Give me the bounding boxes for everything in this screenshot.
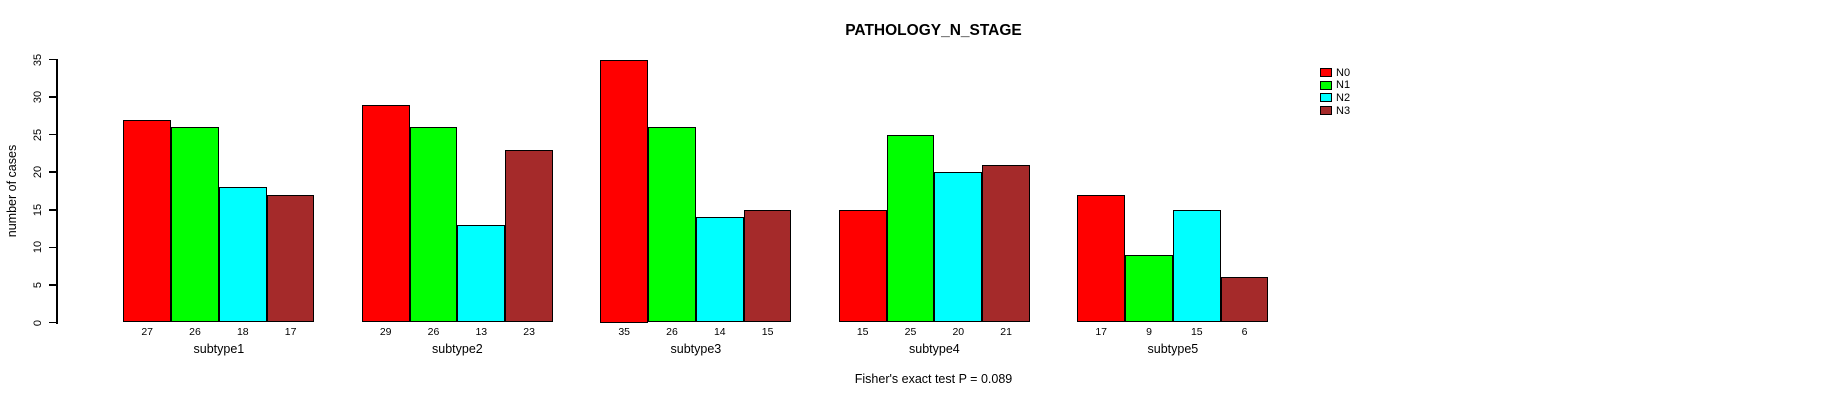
x-axis-label-subtype2: subtype2 [432,341,483,356]
x-axis-label-subtype3: subtype3 [670,341,722,356]
y-tick-mark-25 [49,133,57,136]
bar-value-n1-subtype4: 25 [904,325,917,338]
bar-n0-subtype4 [838,209,887,323]
bar-n0-subtype2 [361,104,410,323]
bar-value-n0-subtype1: 27 [141,325,154,338]
chart-title: PATHOLOGY_N_STAGE [845,22,1022,39]
legend-swatch-n0 [1320,68,1332,78]
legend-label-n3: N3 [1336,104,1351,117]
bar-value-n3-subtype5: 6 [1241,325,1248,338]
bar-value-n1-subtype2: 26 [427,325,440,338]
y-tick-mark-35 [49,58,57,61]
legend-swatch-n2 [1320,93,1332,103]
bar-n2-subtype5 [1172,209,1221,323]
legend-swatch-n1 [1320,80,1332,90]
bar-value-n2-subtype3: 14 [713,325,726,338]
x-axis-label-subtype4: subtype4 [909,341,960,356]
bar-value-n2-subtype2: 13 [475,325,488,338]
bar-n3-subtype1 [266,194,315,323]
bar-n2-subtype2 [457,224,506,323]
y-tick-label-35: 35 [31,53,44,66]
y-tick-mark-15 [49,209,57,211]
legend-item-n3: N3 [1320,104,1350,117]
x-axis-label-subtype1: subtype1 [193,341,245,356]
y-tick-mark-5 [49,284,57,286]
legend-item-n2: N2 [1320,92,1350,105]
bar-n3-subtype2 [505,149,553,323]
bar-value-n0-subtype2: 29 [379,325,392,338]
legend-item-n1: N1 [1320,79,1350,92]
legend-item-n0: N0 [1320,66,1350,79]
legend-swatch-n3 [1320,106,1332,116]
bar-value-n1-subtype3: 26 [666,325,678,338]
y-tick-mark-0 [49,321,57,324]
bar-value-n3-subtype3: 15 [761,325,774,338]
bar-n1-subtype2 [409,127,458,323]
legend-label-n0: N0 [1336,66,1351,79]
bar-value-n2-subtype4: 20 [952,325,965,338]
bar-n1-subtype4 [886,134,935,323]
y-axis-label: number of cases [4,144,19,238]
bar-n3-subtype3 [743,209,792,323]
y-tick-mark-10 [49,246,57,249]
bar-n2-subtype1 [218,187,267,323]
bar-n2-subtype3 [695,217,744,323]
bar-n1-subtype5 [1125,254,1173,323]
bar-value-n0-subtype3: 35 [618,325,631,338]
bar-value-n2-subtype1: 18 [236,325,249,338]
y-tick-mark-30 [49,96,57,98]
bar-value-n1-subtype5: 9 [1146,325,1152,338]
bar-n0-subtype5 [1077,194,1126,323]
bar-n1-subtype3 [648,127,696,323]
bar-value-n2-subtype5: 15 [1190,325,1203,338]
bar-value-n3-subtype2: 23 [523,325,535,338]
legend-label-n2: N2 [1336,91,1351,104]
bar-value-n0-subtype4: 15 [856,325,869,338]
bar-n3-subtype5 [1220,277,1269,323]
bar-value-n3-subtype1: 17 [284,325,297,338]
bar-value-n3-subtype4: 21 [1000,325,1012,338]
bar-n1-subtype1 [171,127,219,323]
bar-value-n0-subtype5: 17 [1095,325,1108,338]
bar-n3-subtype4 [982,164,1030,323]
x-axis-label-subtype5: subtype5 [1147,341,1199,356]
bar-n0-subtype3 [600,59,649,323]
y-tick-mark-20 [49,171,57,173]
fisher-test-annotation: Fisher's exact test P = 0.089 [854,371,1013,386]
y-axis-line [56,58,58,324]
legend-label-n1: N1 [1336,79,1351,92]
bar-value-n1-subtype1: 26 [189,325,201,338]
bar-n2-subtype4 [934,172,983,323]
bar-n0-subtype1 [123,119,172,323]
